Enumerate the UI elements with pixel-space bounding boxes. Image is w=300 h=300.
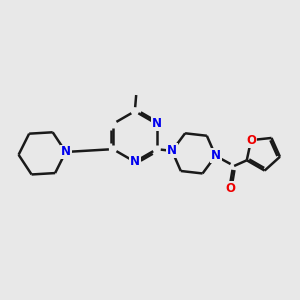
Text: O: O: [246, 134, 256, 147]
Text: N: N: [61, 146, 71, 158]
Text: O: O: [226, 182, 236, 195]
Text: N: N: [167, 144, 177, 158]
Text: N: N: [211, 149, 220, 162]
Text: N: N: [130, 155, 140, 168]
Text: N: N: [152, 117, 162, 130]
